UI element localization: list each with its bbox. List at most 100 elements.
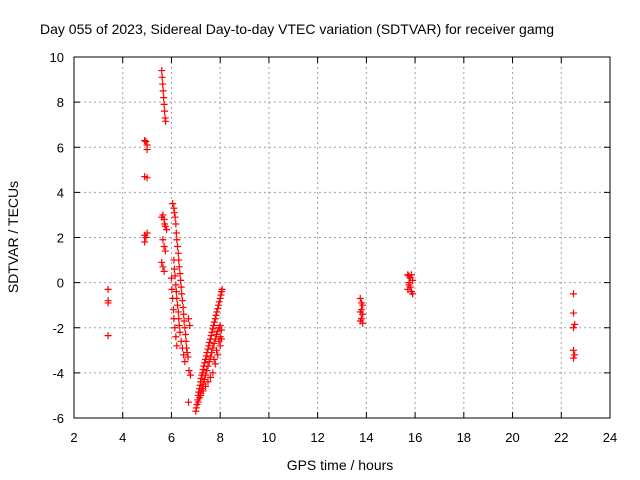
- x-tick-label: 24: [603, 430, 617, 445]
- data-point: [159, 87, 167, 95]
- y-tick-label: -4: [52, 366, 64, 381]
- data-point: [203, 367, 211, 375]
- data-point: [176, 328, 184, 336]
- data-point: [142, 234, 150, 241]
- data-point: [169, 306, 177, 314]
- data-point: [104, 299, 112, 307]
- y-tick-label: -6: [52, 411, 64, 426]
- data-point: [178, 290, 186, 298]
- data-point: [172, 288, 180, 296]
- data-point: [171, 272, 179, 280]
- x-tick-label: 20: [505, 430, 519, 445]
- data-point: [215, 337, 223, 345]
- data-point: [210, 355, 218, 363]
- data-point: [359, 319, 367, 327]
- chart-title: Day 055 of 2023, Sidereal Day-to-day VTE…: [40, 21, 554, 37]
- data-point: [218, 285, 226, 293]
- data-point: [143, 146, 151, 154]
- data-point: [178, 297, 186, 305]
- data-point: [186, 321, 194, 329]
- data-point: [172, 281, 180, 289]
- data-point: [185, 367, 193, 375]
- data-point: [206, 353, 214, 361]
- data-point: [202, 382, 210, 390]
- data-point: [171, 324, 179, 332]
- data-point: [181, 358, 189, 366]
- x-tick-label: 6: [168, 430, 175, 445]
- data-point: [141, 238, 149, 246]
- y-tick-label: 0: [57, 276, 64, 291]
- data-point: [197, 391, 205, 399]
- data-point: [214, 327, 222, 335]
- data-point: [177, 337, 185, 345]
- data-point: [215, 298, 223, 306]
- data-point: [143, 174, 151, 182]
- data-point: [213, 346, 221, 354]
- x-tick-label: 2: [70, 430, 77, 445]
- data-point: [214, 301, 222, 309]
- data-point: [569, 324, 577, 332]
- data-point: [569, 309, 577, 317]
- grid: [74, 57, 610, 418]
- data-point: [185, 315, 193, 323]
- data-point: [205, 342, 213, 350]
- data-point: [170, 256, 178, 264]
- data-point: [168, 285, 176, 293]
- data-point: [170, 209, 178, 217]
- data-point: [171, 213, 179, 221]
- data-point: [569, 290, 577, 298]
- data-point: [212, 311, 220, 319]
- data-point: [209, 325, 217, 333]
- data-point: [158, 213, 166, 221]
- data-point: [172, 229, 180, 237]
- data-point: [160, 94, 168, 102]
- data-point: [404, 285, 412, 293]
- data-point: [176, 270, 184, 278]
- data-point: [174, 243, 182, 251]
- data-point: [170, 265, 178, 273]
- y-tick-label: 6: [57, 140, 64, 155]
- y-tick-label: 4: [57, 185, 64, 200]
- data-point: [211, 315, 219, 323]
- data-point: [158, 258, 166, 266]
- data-point: [161, 222, 169, 230]
- data-point: [405, 279, 413, 287]
- data-point: [200, 376, 208, 384]
- data-point: [143, 229, 151, 237]
- data-point: [159, 263, 167, 271]
- data-point: [172, 333, 180, 341]
- data-point: [167, 274, 175, 282]
- data-point: [197, 375, 205, 383]
- data-point: [409, 276, 417, 284]
- data-point: [178, 344, 186, 352]
- x-tick-label: 14: [359, 430, 373, 445]
- data-point: [571, 320, 579, 328]
- y-tick-label: 8: [57, 95, 64, 110]
- data-point: [208, 349, 216, 357]
- data-point: [204, 345, 212, 353]
- data-point: [202, 355, 210, 363]
- data-point: [202, 371, 210, 379]
- data-point: [202, 352, 210, 360]
- data-point: [177, 283, 185, 291]
- data-points: [104, 67, 579, 415]
- data-point: [216, 342, 224, 350]
- data-point: [199, 387, 207, 395]
- x-tick-label: 4: [119, 430, 126, 445]
- data-point: [180, 351, 188, 359]
- data-point: [142, 138, 150, 146]
- data-point: [184, 353, 192, 361]
- x-tick-label: 18: [457, 430, 471, 445]
- data-point: [211, 335, 219, 343]
- data-point: [160, 267, 168, 275]
- data-point: [177, 276, 185, 284]
- data-point: [216, 294, 224, 302]
- data-point: [359, 310, 367, 318]
- data-point: [104, 285, 112, 293]
- x-tick-label: 10: [262, 430, 276, 445]
- data-point: [204, 362, 212, 370]
- data-point: [161, 107, 169, 115]
- data-point: [217, 291, 225, 299]
- data-point: [206, 373, 214, 381]
